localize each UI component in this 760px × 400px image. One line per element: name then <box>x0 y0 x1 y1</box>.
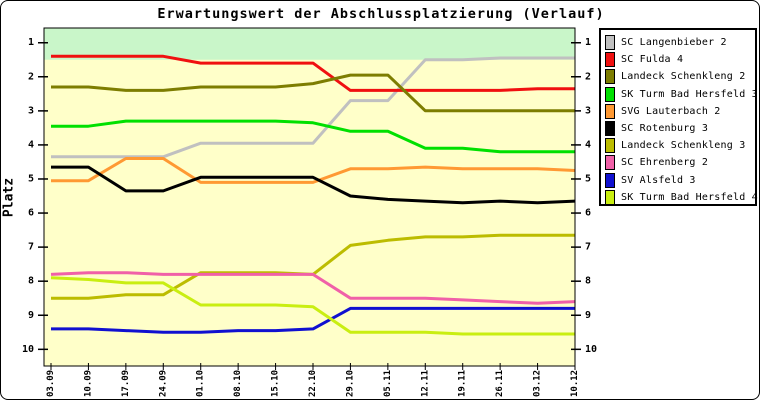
y-tick-label-right: 4 <box>585 139 591 150</box>
legend: SC Langenbieber 2 SC Fulda 4 Landeck Schen… <box>599 28 758 206</box>
y-tick-label-left: 6 <box>28 208 34 219</box>
legend-label: SVG Lauterbach 2 <box>621 105 721 117</box>
series-line-sk-turm-bad-hersfeld-3 <box>51 119 575 154</box>
x-tick-label: 01.10 <box>196 370 206 397</box>
legend-color-swatch <box>605 189 615 205</box>
legend-item: SVG Lauterbach 2 <box>601 103 755 120</box>
series-line-svg-lauterbach-2 <box>51 157 576 184</box>
legend-item: SC Ehrenberg 2 <box>601 154 755 171</box>
x-tick-label: 10.12 <box>570 370 580 397</box>
legend-label: SK Turm Bad Hersfeld 4 <box>621 191 758 203</box>
legend-color-swatch <box>605 103 615 119</box>
legend-color-swatch <box>605 121 615 137</box>
x-tick-label: 24.09 <box>158 370 168 397</box>
y-tick-label-left: 3 <box>28 105 34 116</box>
legend-item: SK Turm Bad Hersfeld 3 <box>601 86 758 103</box>
y-tick-label-right: 7 <box>585 242 591 253</box>
legend-label: SC Rotenburg 3 <box>621 123 709 135</box>
legend-color-swatch <box>605 69 615 85</box>
series-line-landeck-schenkleng-2 <box>51 73 575 113</box>
legend-label: Landeck Schenkleng 2 <box>621 71 746 83</box>
legend-item: SV Alsfeld 3 <box>601 172 755 189</box>
y-tick-label-left: 10 <box>22 344 34 355</box>
legend-label: SV Alsfeld 3 <box>621 174 696 186</box>
x-tick-label: 10.09 <box>83 370 93 397</box>
y-tick-label-left: 8 <box>28 276 34 287</box>
series-line-sk-turm-bad-hersfeld-4 <box>50 276 575 336</box>
plot-background <box>44 28 575 366</box>
legend-color-swatch <box>605 86 615 102</box>
legend-color-swatch <box>605 172 615 188</box>
promotion-zone-band <box>44 28 575 60</box>
legend-color-swatch <box>605 138 615 154</box>
legend-color-swatch <box>605 52 615 68</box>
y-tick-label-left: 2 <box>28 71 34 82</box>
x-tick-label: 08.10 <box>233 370 243 397</box>
legend-label: SK Turm Bad Hersfeld 3 <box>621 88 758 100</box>
x-tick-label: 15.10 <box>271 370 281 397</box>
legend-label: Landeck Schenkleng 3 <box>621 140 746 152</box>
y-tick-label-left: 4 <box>28 139 34 150</box>
x-tick-label: 19.11 <box>458 370 468 397</box>
legend-item: Landeck Schenkleng 2 <box>601 68 755 85</box>
chart-title: Erwartungswert der Abschlussplatzierung … <box>157 6 605 22</box>
x-tick-label: 29.10 <box>345 370 355 397</box>
y-tick-label-left: 1 <box>28 37 34 48</box>
legend-item: SC Rotenburg 3 <box>601 120 755 137</box>
y-tick-label-right: 1 <box>585 37 591 48</box>
plot-frame <box>43 27 576 367</box>
y-tick-label-right: 3 <box>585 105 591 116</box>
series-line-sc-ehrenberg-2 <box>50 271 576 305</box>
x-tick-label: 12.11 <box>420 370 430 397</box>
y-tick-label-right: 8 <box>585 276 591 287</box>
y-tick-label-right: 9 <box>585 310 591 321</box>
legend-item: SK Turm Bad Hersfeld 4 <box>601 189 758 206</box>
legend-item: SC Langenbieber 2 <box>601 34 755 51</box>
y-tick-label-left: 5 <box>28 173 34 184</box>
x-tick-label: 03.09 <box>46 370 56 397</box>
x-tick-label: 05.11 <box>383 370 393 397</box>
legend-label: SC Ehrenberg 2 <box>621 157 709 169</box>
legend-item: SC Fulda 4 <box>601 51 755 68</box>
x-tick-label: 17.09 <box>121 370 131 397</box>
y-tick-label-right: 5 <box>585 173 591 184</box>
legend-label: SC Langenbieber 2 <box>621 37 727 49</box>
series-line-sc-fulda-4 <box>51 54 575 92</box>
legend-color-swatch <box>605 35 615 51</box>
x-tick-label: 03.12 <box>533 370 543 397</box>
y-tick-label-left: 9 <box>28 310 34 321</box>
legend-label: SC Fulda 4 <box>621 54 684 66</box>
legend-item: Landeck Schenkleng 3 <box>601 137 755 154</box>
y-tick-label-right: 6 <box>585 208 591 219</box>
y-tick-label-right: 10 <box>585 344 597 355</box>
series-line-sc-langenbieber-2 <box>51 56 575 159</box>
series-line-sc-rotenburg-3 <box>51 165 576 205</box>
x-tick-label: 22.10 <box>308 370 318 397</box>
legend-color-swatch <box>605 155 615 171</box>
y-tick-label-left: 7 <box>28 242 34 253</box>
series-line-sv-alsfeld-3 <box>51 306 575 334</box>
x-tick-label: 26.11 <box>495 370 505 397</box>
y-tick-label-right: 2 <box>585 71 591 82</box>
